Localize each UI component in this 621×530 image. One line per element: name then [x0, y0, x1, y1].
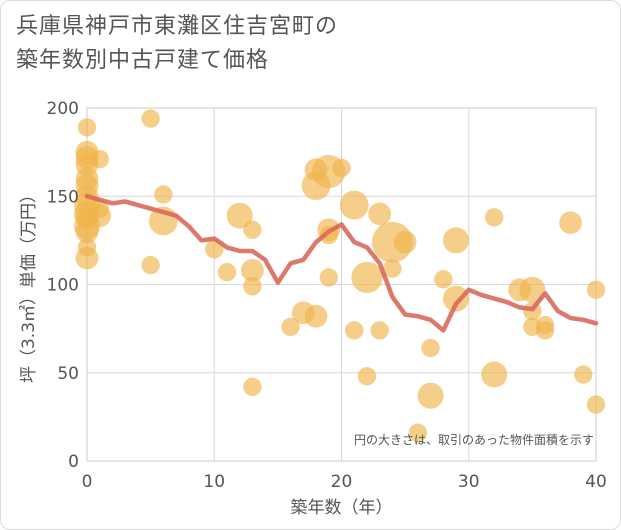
- bubble-point: [408, 423, 428, 442]
- bubble-point: [243, 277, 262, 296]
- chart-title: 兵庫県神戸市東灘区住吉宮町の 築年数別中古戸建て価格: [16, 10, 338, 78]
- bubble-point: [281, 317, 300, 337]
- bubble-point: [351, 261, 383, 294]
- bubble-series: [74, 109, 606, 442]
- y-axis-label: 坪（3.3㎡）単価（万円）: [19, 186, 39, 383]
- bubble-point: [443, 285, 470, 312]
- bubble-size-note: 円の大きさは、取引のあった物件面積を示す: [354, 432, 594, 447]
- bubble-point: [519, 276, 546, 303]
- bubble-point: [586, 280, 606, 299]
- chart-title-line-1: 兵庫県神戸市東灘区住吉宮町の: [16, 14, 339, 39]
- bubble-point: [393, 230, 417, 254]
- x-tick-labels: 0 10 20 30 40: [82, 472, 607, 492]
- bubble-point: [434, 270, 453, 289]
- x-tick-label: 20: [331, 472, 353, 492]
- bubble-point: [141, 255, 160, 275]
- bubble-point: [75, 246, 99, 270]
- bubble-point: [243, 377, 262, 397]
- bubble-point: [332, 158, 351, 178]
- bubble-point: [559, 211, 582, 235]
- bubble-point: [535, 321, 555, 340]
- bubble-point: [370, 321, 389, 340]
- bubble-point: [243, 220, 262, 239]
- bubble-point: [241, 258, 264, 282]
- bubble-point: [90, 149, 109, 169]
- bubble-point: [319, 268, 338, 287]
- bubble-point: [217, 262, 237, 282]
- bubble-point: [586, 395, 606, 414]
- average-price-line: [84, 194, 599, 333]
- y-tick-label: 200: [47, 99, 79, 119]
- x-tick-label: 0: [82, 472, 93, 492]
- bubble-point: [75, 220, 99, 243]
- bubble-point: [357, 367, 377, 386]
- bubble-point: [368, 202, 392, 226]
- chart-title-line-2: 築年数別中古戸建て価格: [16, 48, 270, 73]
- bubble-point: [339, 190, 369, 220]
- y-tick-label: 100: [47, 276, 79, 296]
- bubble-point: [574, 365, 593, 384]
- x-tick-label: 10: [203, 472, 225, 492]
- x-axis-label: 築年数（年）: [291, 498, 393, 518]
- x-tick-label: 30: [458, 472, 480, 492]
- bubble-point: [383, 259, 402, 278]
- bubble-point: [141, 109, 160, 128]
- bubble-point: [304, 304, 328, 328]
- y-tick-labels: 0 50 100 150 200: [47, 99, 79, 472]
- bubble-point: [421, 338, 440, 358]
- bubble-point: [154, 185, 173, 204]
- bubble-point: [417, 382, 444, 409]
- bubble-point: [226, 202, 253, 229]
- bubble-point: [345, 321, 364, 340]
- bubble-point: [205, 240, 224, 259]
- bubble-point: [481, 361, 508, 388]
- bubble-point: [77, 118, 97, 137]
- x-tick-label: 40: [585, 472, 607, 492]
- y-tick-label: 50: [57, 364, 79, 384]
- y-tick-label: 150: [47, 187, 79, 207]
- bubble-point: [443, 227, 470, 254]
- bubble-point: [485, 208, 504, 227]
- bubble-point: [88, 204, 112, 228]
- y-tick-label: 0: [68, 452, 79, 472]
